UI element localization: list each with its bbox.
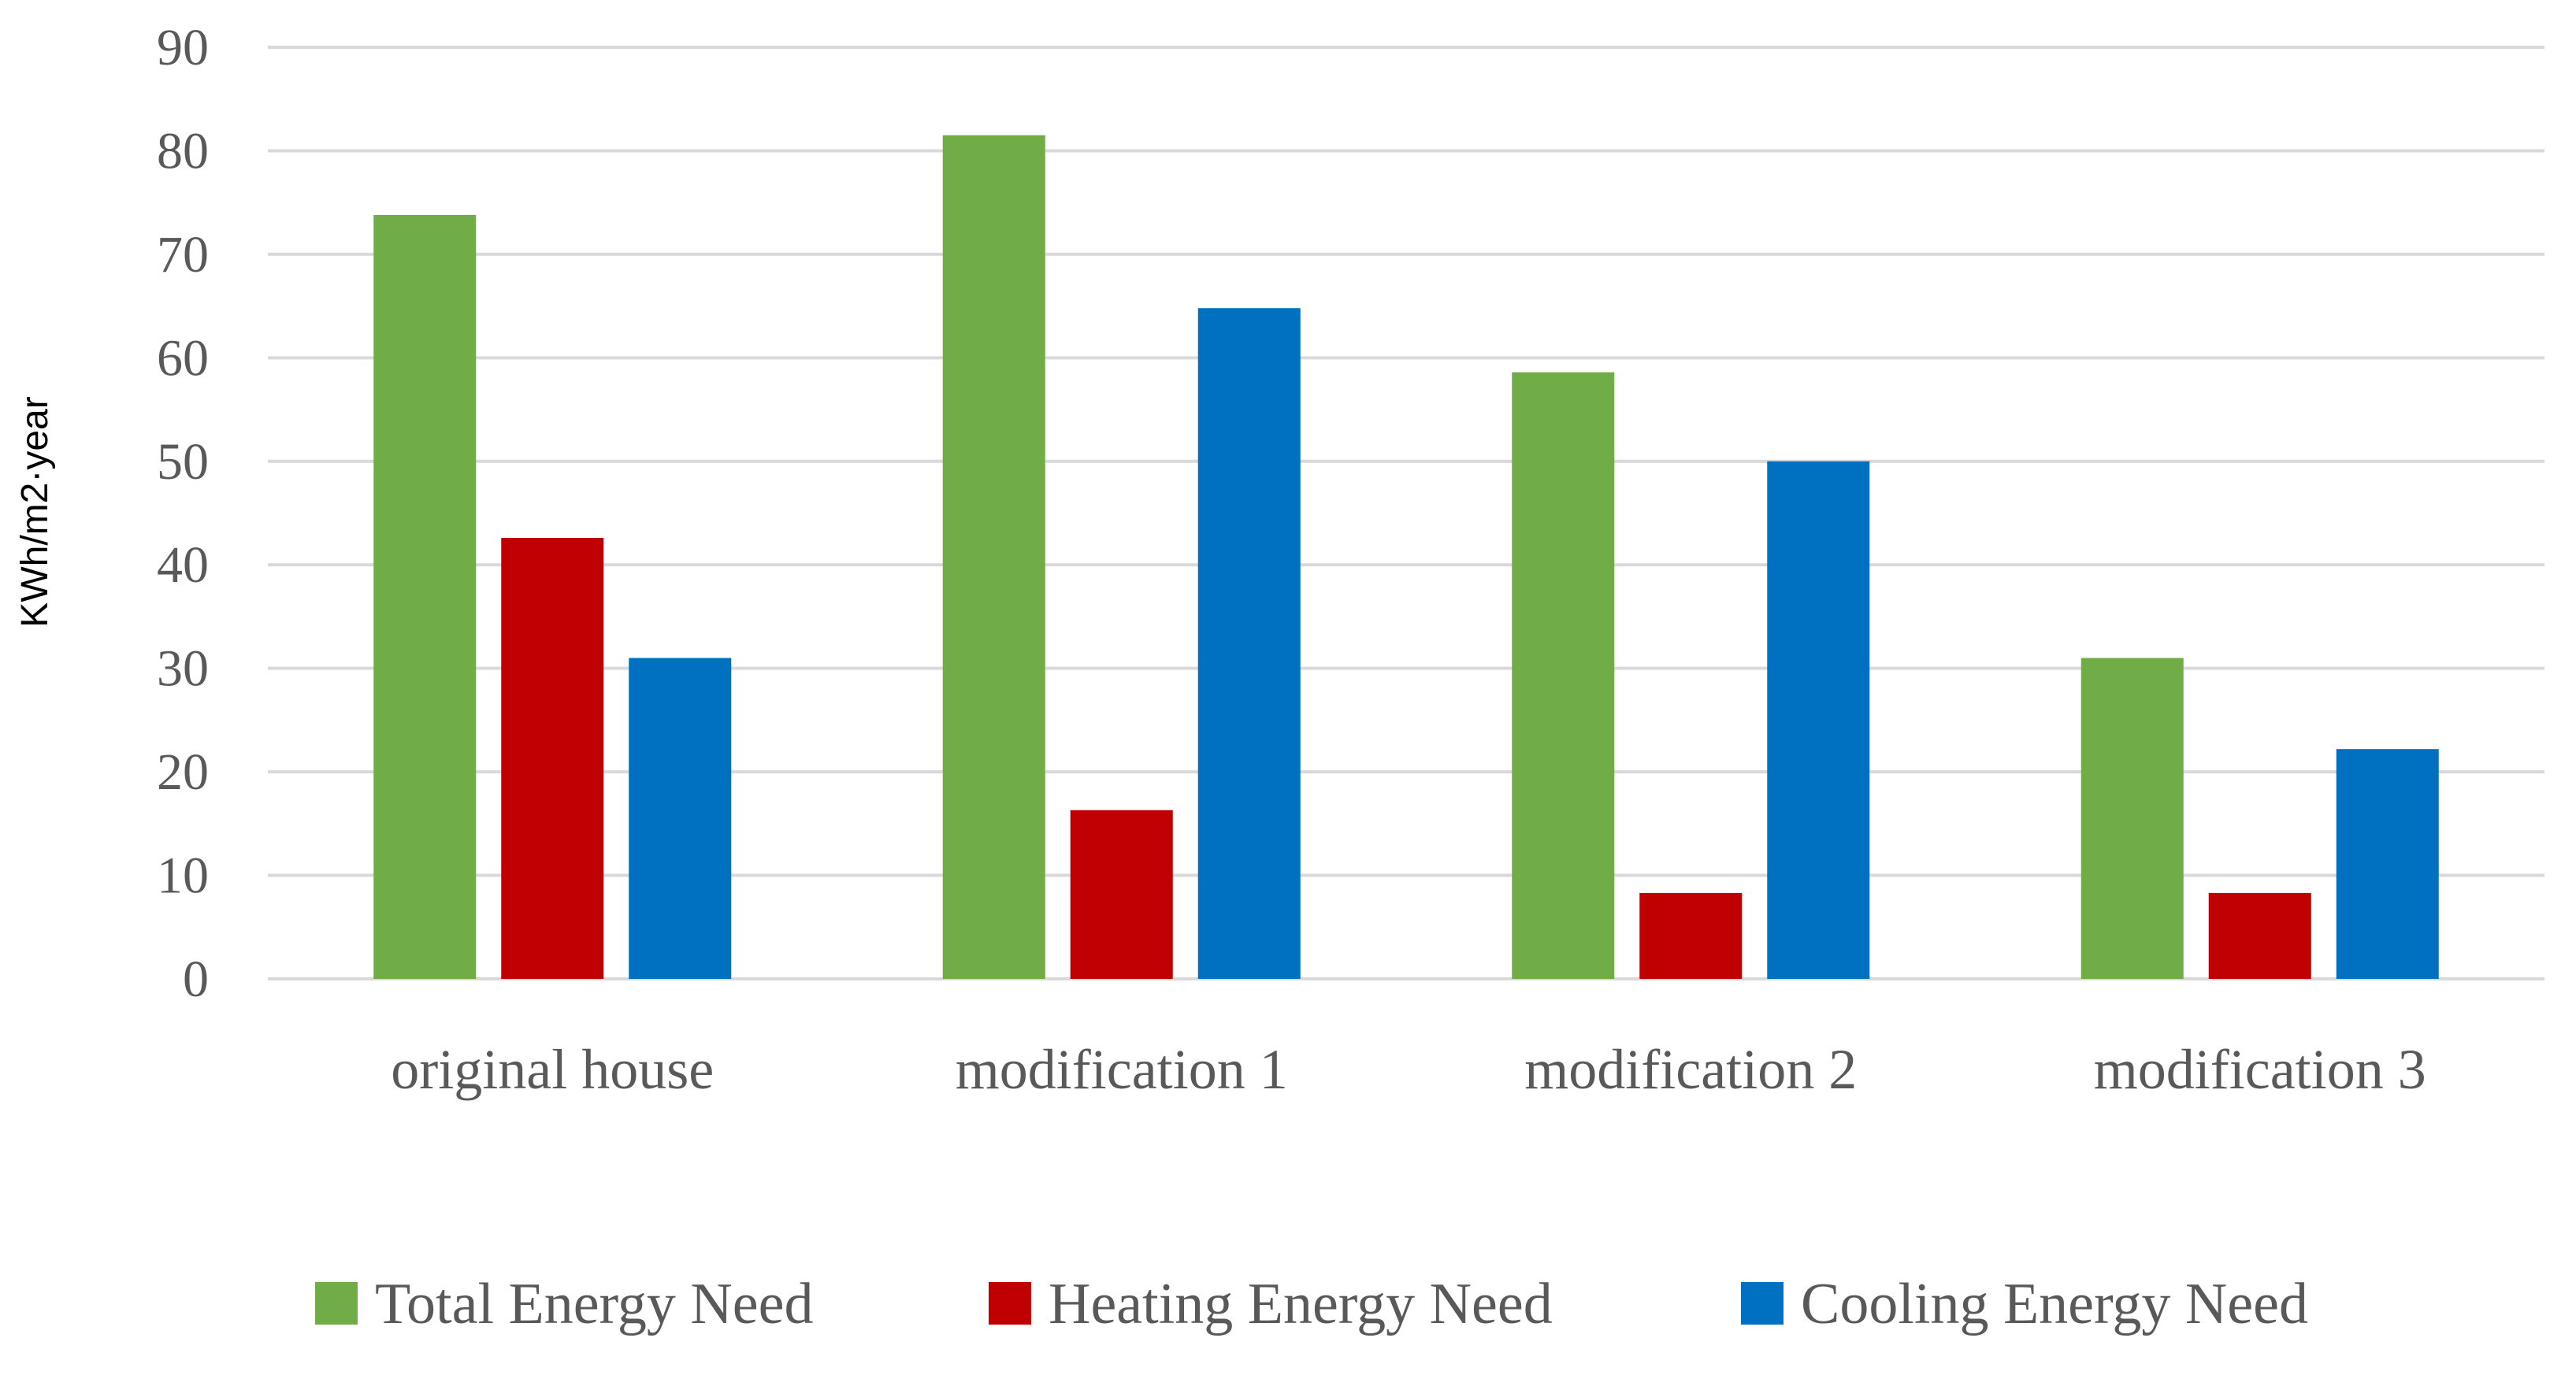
legend-swatch xyxy=(989,1282,1031,1325)
bar-heating-energy-need-4 xyxy=(2208,892,2311,979)
x-category-label: modification 2 xyxy=(1524,1038,1857,1101)
y-tick-label: 20 xyxy=(157,743,209,801)
legend-swatch xyxy=(1741,1282,1784,1325)
bar-cooling-energy-need-2 xyxy=(1197,308,1301,979)
x-category-label: modification 3 xyxy=(2094,1038,2426,1101)
bar-total-energy-need-1 xyxy=(373,214,477,979)
y-tick-label: 60 xyxy=(157,329,209,387)
x-category-label: modification 1 xyxy=(956,1038,1288,1101)
legend: Total Energy Need Heating Energy Need Cool… xyxy=(315,1272,2308,1336)
bar-heating-energy-need-2 xyxy=(1070,810,1173,979)
bar-cooling-energy-need-4 xyxy=(2336,749,2439,979)
legend-label: Cooling Energy Need xyxy=(1801,1272,2308,1336)
y-tick-label: 0 xyxy=(183,951,209,1008)
y-tick-label: 90 xyxy=(157,19,209,76)
legend-swatch xyxy=(315,1282,358,1325)
legend-label: Heating Energy Need xyxy=(1049,1272,1553,1336)
y-tick-label: 80 xyxy=(157,122,209,180)
bar-heating-energy-need-3 xyxy=(1639,892,1743,979)
gridlines xyxy=(268,46,2544,980)
x-axis-category-labels: original house modification 1 modification… xyxy=(391,1038,2426,1101)
x-category-label: original house xyxy=(391,1038,714,1101)
y-axis-title: KWh/m2·year xyxy=(14,396,56,627)
y-axis-tick-labels: 0 10 20 30 40 50 60 70 80 90 xyxy=(157,19,209,1008)
bar-heating-energy-need-1 xyxy=(501,538,604,979)
bar-cooling-energy-need-1 xyxy=(629,658,732,979)
y-tick-label: 30 xyxy=(157,640,209,698)
y-tick-label: 40 xyxy=(157,536,209,594)
bar-total-energy-need-2 xyxy=(942,135,1045,979)
bar-cooling-energy-need-3 xyxy=(1767,461,1870,979)
y-tick-label: 10 xyxy=(157,847,209,905)
y-tick-label: 50 xyxy=(157,433,209,491)
bar-total-energy-need-4 xyxy=(2080,658,2184,979)
bar-total-energy-need-3 xyxy=(1512,372,1615,979)
bars xyxy=(373,135,2439,979)
y-tick-label: 70 xyxy=(157,226,209,284)
legend-label: Total Energy Need xyxy=(375,1272,813,1336)
